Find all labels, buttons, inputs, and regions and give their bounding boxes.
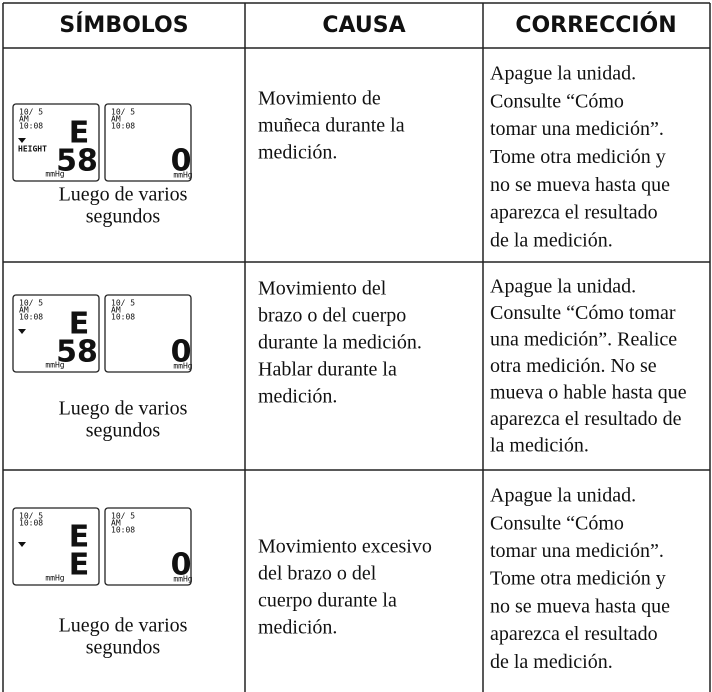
column-header: CORRECCIÓN (515, 12, 676, 38)
lcd-time: 10:08 (19, 313, 43, 322)
lcd-arrow (18, 138, 26, 143)
lcd-time: 10:08 (111, 526, 135, 535)
lcd-arrow (18, 542, 26, 547)
caption: Luego de varios (59, 184, 188, 206)
lcd-ampm: AM (111, 519, 121, 528)
lcd-frame (104, 507, 192, 586)
lcd-frame (12, 507, 100, 586)
correction-line: tomar una medición”. (490, 540, 664, 562)
cause-line: medición. (258, 617, 337, 639)
cause-line: medición. (258, 386, 337, 408)
cause-line: medición. (258, 142, 337, 164)
lcd-date: 10/ 5 (111, 512, 135, 521)
lcd-digit: E (69, 520, 90, 555)
correction-line: Apague la unidad. (490, 276, 636, 298)
cause-line: Hablar durante la (258, 359, 397, 381)
correction-line: no se mueva hasta que (490, 174, 670, 196)
correction-line: de la medición. (490, 229, 613, 251)
lcd-frame (104, 294, 192, 373)
caption: segundos (86, 637, 161, 659)
cause-line: brazo o del cuerpo (258, 305, 406, 327)
lcd-digit: 0 (171, 335, 192, 370)
cause-line: Movimiento de (258, 88, 381, 110)
lcd-frame (104, 103, 192, 182)
lcd-unit: mmHg (173, 575, 192, 584)
lcd-unit: mmHg (173, 362, 192, 371)
cause-line: Movimiento excesivo (258, 536, 432, 558)
lcd-time: 10:08 (19, 519, 43, 528)
correction-line: tomar una medición”. (490, 118, 664, 140)
cause-line: cuerpo durante la (258, 590, 397, 612)
correction-line: mueva o hable hasta que (490, 382, 687, 404)
lcd-ampm: AM (111, 306, 121, 315)
column-header: SÍMBOLOS (59, 12, 188, 38)
lcd-unit: mmHg (45, 574, 64, 583)
caption: Luego de varios (59, 615, 188, 637)
cause-line: del brazo o del (258, 563, 377, 585)
correction-line: Consulte “Cómo (490, 90, 624, 112)
lcd-ampm: AM (19, 306, 29, 315)
cause-line: muñeca durante la (258, 115, 405, 137)
correction-line: la medición. (490, 435, 589, 457)
lcd-digit: 58 (56, 144, 98, 179)
lcd-digit: 58 (56, 335, 98, 370)
column-header: CAUSA (322, 13, 405, 38)
lcd-unit: mmHg (45, 361, 64, 370)
correction-line: Tome otra medición y (490, 146, 666, 168)
correction-line: aparezca el resultado de (490, 408, 682, 430)
correction-line: no se mueva hasta que (490, 595, 670, 617)
lcd-ampm: AM (111, 115, 121, 124)
caption: segundos (86, 206, 161, 228)
correction-line: otra medición. No se (490, 355, 657, 377)
caption: segundos (86, 420, 161, 442)
lcd-digit: 0 (171, 548, 192, 583)
lcd-arrow (18, 329, 26, 334)
lcd-unit: mmHg (173, 171, 192, 180)
lcd-mode: HEIGHT (18, 145, 47, 154)
lcd-date: 10/ 5 (19, 108, 43, 117)
cause-line: durante la medición. (258, 332, 422, 354)
lcd-digit: E (69, 307, 90, 342)
lcd-date: 10/ 5 (111, 108, 135, 117)
lcd-digit: E (69, 548, 90, 583)
correction-line: Apague la unidad. (490, 63, 636, 85)
lcd-time: 10:08 (111, 122, 135, 131)
lcd-unit: mmHg (45, 170, 64, 179)
lcd-ampm: AM (19, 115, 29, 124)
lcd-time: 10:08 (19, 122, 43, 131)
correction-line: Tome otra medición y (490, 568, 666, 590)
lcd-date: 10/ 5 (19, 299, 43, 308)
lcd-digit: 0 (171, 144, 192, 179)
correction-line: de la medición. (490, 651, 613, 673)
lcd-date: 10/ 5 (111, 299, 135, 308)
correction-line: aparezca el resultado (490, 202, 658, 224)
lcd-frame (12, 294, 100, 373)
correction-line: una medición”. Realice (490, 329, 677, 351)
lcd-date: 10/ 5 (19, 512, 43, 521)
correction-line: Consulte “Cómo tomar (490, 302, 676, 324)
caption: Luego de varios (59, 398, 188, 420)
lcd-time: 10:08 (111, 313, 135, 322)
cause-line: Movimiento del (258, 278, 387, 300)
correction-line: Apague la unidad. (490, 485, 636, 507)
lcd-frame (12, 103, 100, 182)
lcd-digit: E (69, 116, 90, 151)
correction-line: aparezca el resultado (490, 623, 658, 645)
correction-line: Consulte “Cómo (490, 512, 624, 534)
